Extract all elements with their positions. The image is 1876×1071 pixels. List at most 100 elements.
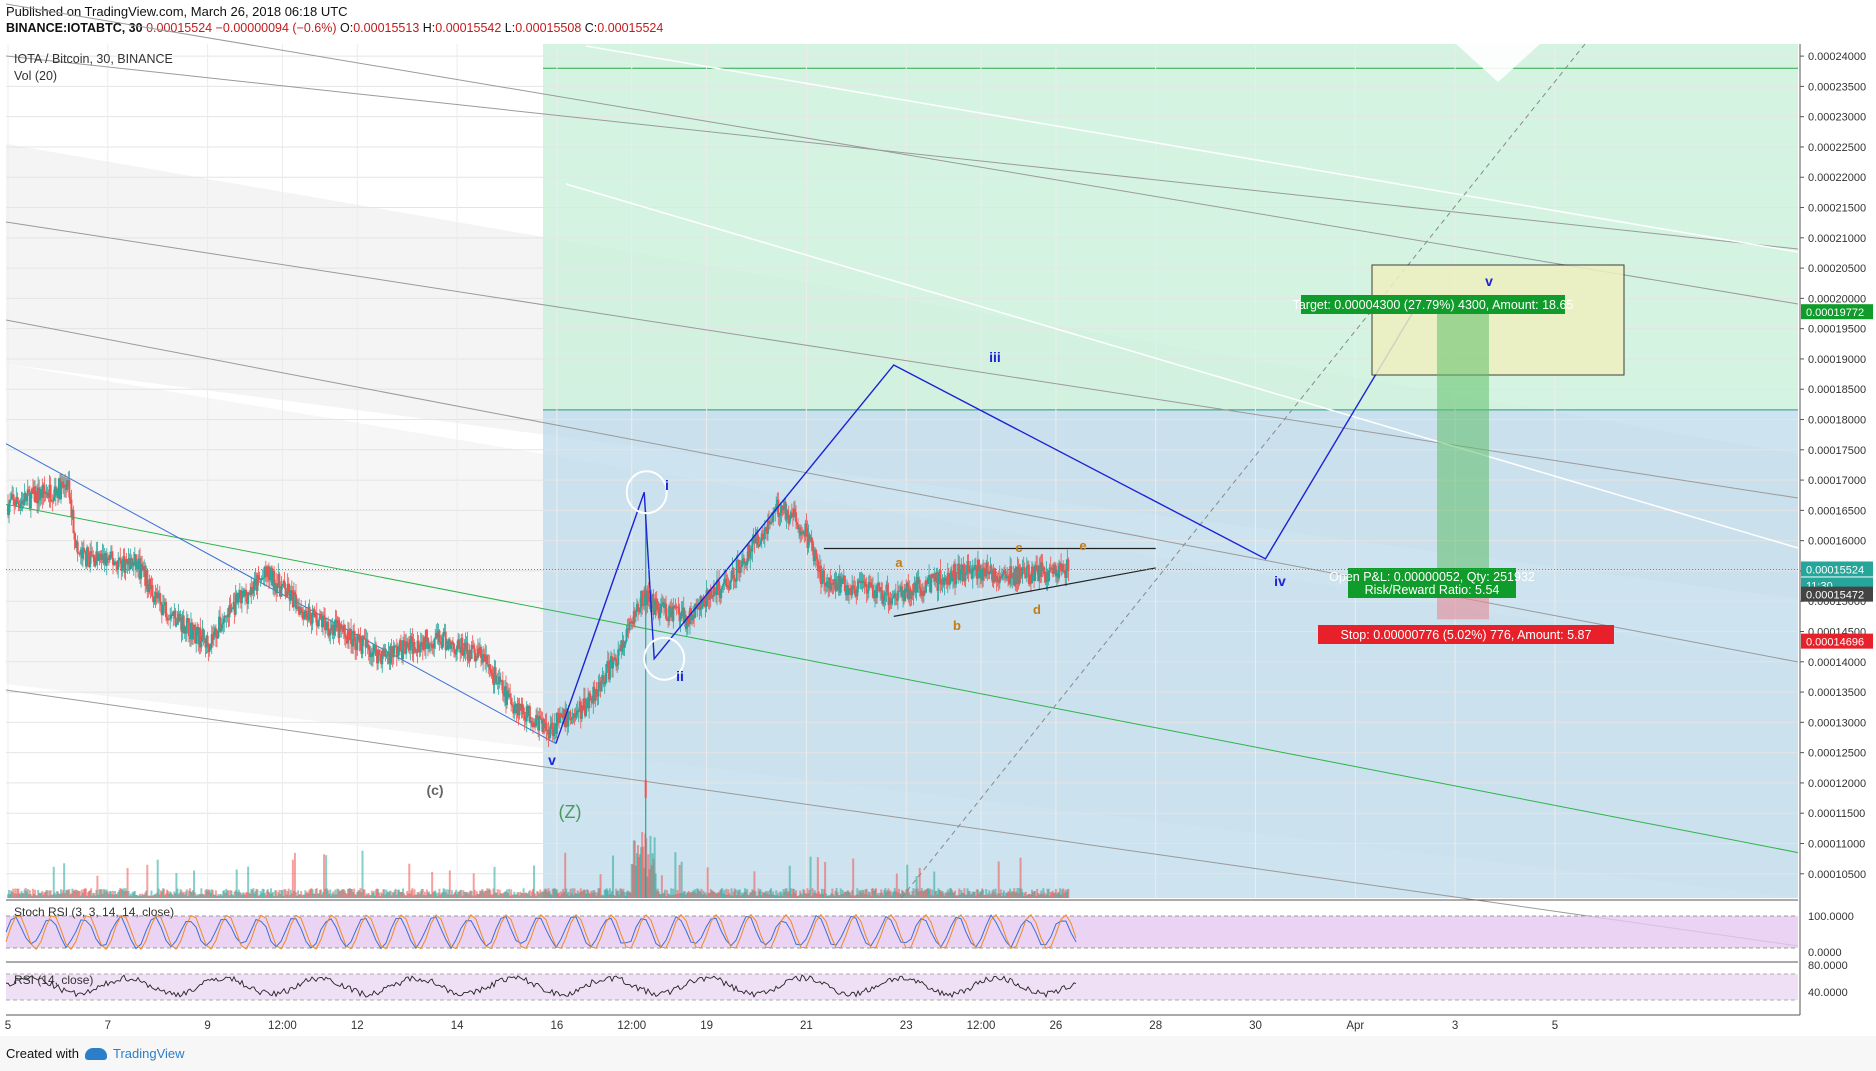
candle-body [953,564,956,578]
candle-body [525,705,528,722]
volume-bar [806,888,809,898]
candle-body [957,563,960,574]
candle-body [452,643,455,650]
candle-body [909,588,912,599]
volume-bar [53,892,56,898]
candle-body [382,650,385,657]
candle-body [50,500,53,502]
candle-body [42,484,45,498]
volume-bar [975,889,978,898]
candle-body [517,703,520,716]
candle-body [61,481,64,483]
volume-bar [45,889,48,898]
candle-body [950,570,953,581]
volume-bar [358,890,361,898]
volume-bar [535,895,538,898]
volume-bar [565,888,568,898]
candle-body [881,590,884,605]
tradingview-brand[interactable]: TradingView [112,1046,185,1061]
volume-bar [210,889,213,898]
candle-body [317,620,320,627]
candle-body [359,635,362,643]
candle-body [747,544,750,562]
volume-bar [787,891,790,898]
candle-body [275,583,278,594]
candle-body [691,614,694,621]
volume-bar [693,891,696,898]
candle-body [888,598,891,605]
candle-body [913,582,916,592]
volume-bar [1019,857,1022,898]
candle-body [394,645,397,647]
candle-body [555,713,558,734]
candle-body [271,567,274,586]
candle-body [297,606,300,609]
volume-bar [1036,888,1039,898]
candle-body [654,598,657,611]
volume-bar [61,893,64,898]
candle-body [962,565,965,582]
candle-body [880,587,883,591]
candle-body [959,570,962,581]
volume-bar [619,888,622,898]
volume-bar [63,863,66,898]
candle-body [442,631,445,637]
price-tick-label: 0.00019000 [1808,354,1866,366]
volume-bar [735,895,738,898]
candle-body [604,672,607,683]
symbol-label[interactable]: BINANCE:IOTABTC, 30 [6,21,143,35]
candle-body [966,561,969,573]
volume-bar [282,895,285,898]
candle-body [736,559,739,561]
volume-bar [252,888,255,898]
volume-bar [986,895,989,898]
volume-bar [127,891,130,898]
candle-body [482,654,485,663]
volume-bar [931,889,934,898]
volume-bar [678,864,681,898]
candle-body [947,572,950,585]
volume-bar [231,894,234,898]
volume-bar [198,894,201,898]
candle-body [156,593,159,599]
volume-bar [723,890,726,898]
volume-bar [429,894,432,898]
candle-body [81,547,84,559]
candle-body [34,486,37,503]
high-label: H: [422,21,436,35]
candle-body [640,591,643,608]
volume-bar [842,893,845,898]
candle-body [655,598,658,610]
candle-body [646,590,649,606]
volume-bar [470,891,473,898]
volume-bar [166,889,169,898]
candle-body [898,591,901,592]
volume-bar [813,890,816,898]
volume-bar [47,895,50,898]
wave-label-z: (Z) [559,802,582,822]
candle-body [596,694,599,697]
candle-body [818,565,821,573]
candle-body [642,604,645,606]
candle-body [55,489,58,496]
candle-body [305,610,308,619]
candle-body [117,560,120,570]
volume-bar [606,890,609,898]
candle-body [126,559,129,565]
candle-body [832,583,835,585]
volume-bar [856,888,859,898]
volume-bar [1022,895,1025,898]
candle-body [373,644,376,646]
candle-body [866,590,869,594]
candle-body [309,612,312,624]
volume-bar [815,893,818,898]
volume-bar [418,894,421,898]
volume-bar [494,892,497,898]
candle-body [508,693,511,698]
candle-body [1006,575,1009,579]
candle-body [982,567,985,581]
candle-body [273,570,276,591]
candle-body [569,711,572,721]
candle-body [358,635,361,641]
